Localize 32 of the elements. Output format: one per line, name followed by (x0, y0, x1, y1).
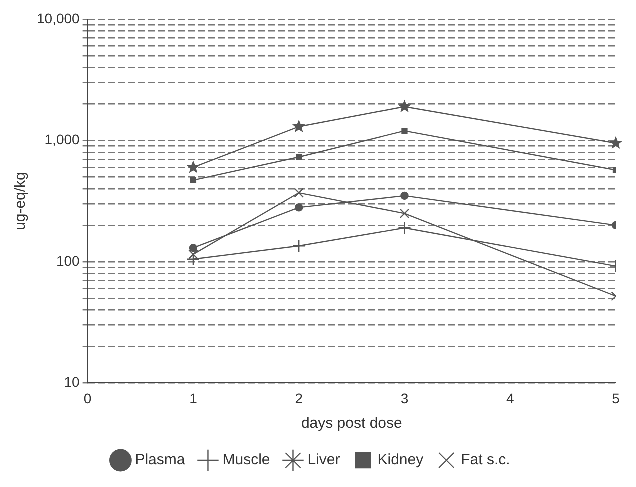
point (186, 252, 200, 266)
x-axis-title: days post dose (301, 415, 402, 432)
point (402, 128, 408, 134)
point (398, 222, 412, 235)
point (609, 136, 623, 150)
x-tick-label: 2 (295, 390, 304, 406)
point (294, 204, 304, 212)
x-tick-label: 3 (400, 390, 409, 406)
legend-label: Fat s.c. (461, 452, 510, 469)
point (398, 100, 412, 113)
point (292, 240, 306, 253)
legend-label: Plasma (135, 452, 186, 469)
point (186, 160, 200, 174)
y-tick-label: 10 (64, 374, 80, 390)
x-tick-label: 4 (506, 390, 514, 406)
y-tick-label: 100 (56, 252, 80, 269)
point (189, 244, 198, 252)
x-tick-label: 0 (84, 390, 92, 406)
point (294, 188, 304, 198)
x-tick-label: 5 (612, 390, 620, 406)
point (190, 177, 197, 184)
point (400, 208, 410, 219)
point (292, 120, 306, 133)
point (296, 154, 302, 160)
legend-label: Liver (308, 452, 340, 469)
y-axis-title: ug-eq/kg (12, 172, 30, 230)
y-tick-label: 10,000 (36, 10, 80, 26)
legend-label: Kidney (378, 452, 424, 469)
point (400, 192, 409, 200)
x-tick-label: 1 (190, 390, 198, 406)
legend-label: Muscle (222, 452, 270, 469)
y-tick-label: 1,000 (44, 132, 80, 148)
